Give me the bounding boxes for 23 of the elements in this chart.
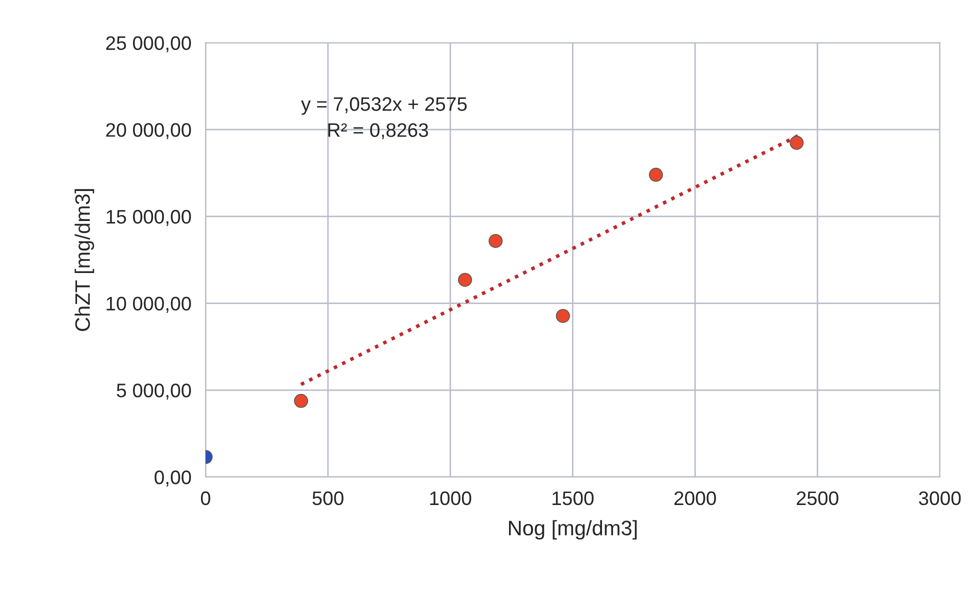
x-tick-label: 3000 xyxy=(918,491,961,506)
x-tick-label: 0 xyxy=(200,491,210,506)
x-tick-label: 2000 xyxy=(674,491,716,506)
annotation: y = 7,0532x + 2575 xyxy=(301,97,467,115)
point xyxy=(648,168,663,182)
y-axis-title: ChZT [mg/dm3] xyxy=(74,189,94,331)
x-tick-label: 1000 xyxy=(430,491,472,506)
x-tick-label: 500 xyxy=(312,491,344,506)
point xyxy=(458,272,472,287)
y-tick-label: 25 000,00 xyxy=(106,36,191,52)
annotation: R² = 0,8263 xyxy=(328,123,428,140)
x-tick-label: 1500 xyxy=(552,491,594,506)
y-tick-label: 10 000,00 xyxy=(106,296,191,313)
x-axis-title: Nog [mg/dm3] xyxy=(509,520,637,540)
x-tick-label: 2500 xyxy=(796,491,838,506)
y-tick-label: 20 000,00 xyxy=(106,123,191,140)
point xyxy=(556,308,570,323)
y-tick-label: 0,00 xyxy=(154,470,191,487)
point xyxy=(294,394,308,408)
y-tick-label: 15 000,00 xyxy=(106,210,191,226)
point xyxy=(790,136,804,150)
y-tick-label: 5 000,00 xyxy=(116,384,191,400)
point xyxy=(488,234,503,248)
